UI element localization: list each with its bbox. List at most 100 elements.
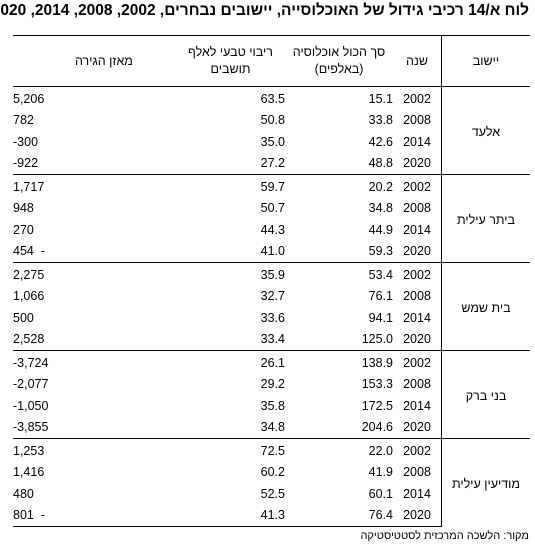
migration-balance-cell: 500 [13, 310, 34, 325]
year-cell: 2014 [393, 306, 442, 329]
header-natural-line2: תושבים [210, 62, 251, 76]
table-row: 2008 76.1 32.7 1,066 [13, 284, 530, 307]
migration-balance-cell: -3,724 [13, 350, 176, 373]
year-cell: 2002 [393, 438, 442, 461]
migration-balance-cell: 1,717 [13, 174, 176, 197]
year-cell: 2020 [393, 152, 442, 175]
population-cell: 76.1 [368, 288, 393, 303]
settlement-name: ביתר עילית [441, 174, 530, 263]
year-cell: 2002 [393, 174, 442, 197]
natural-growth-cell: 35.9 [176, 262, 285, 285]
year-cell: 2002 [393, 262, 442, 285]
population-cell: 41.9 [368, 464, 393, 479]
table-row: 2020 76.4 41.3 801 - [13, 504, 530, 527]
migration-balance-cell: 454 - [13, 244, 45, 259]
natural-growth-cell: 63.5 [260, 91, 285, 106]
migration-balance-cell: 1,066 [13, 288, 45, 303]
table-body: אלעד 2002 15.1 63.5 5,206 2008 33.8 50.8 782 2014… [13, 86, 530, 527]
natural-growth-cell: 32.7 [260, 288, 285, 303]
year-cell: 2020 [393, 416, 442, 439]
population-cell: 125.0 [361, 332, 393, 347]
year-cell: 2008 [393, 108, 442, 131]
table-row: 2014 60.1 52.5 480 [13, 482, 530, 505]
header-population-line2: (באלפים) [314, 62, 364, 76]
natural-growth-cell: 26.1 [176, 350, 285, 373]
population-cell: 94.1 [368, 310, 393, 325]
table-row: אלעד 2002 15.1 63.5 5,206 [13, 86, 530, 139]
header-population: סך הכול אוכלוסיה (באלפים) [285, 35, 393, 87]
population-cell: 48.8 [368, 156, 393, 171]
year-cell: 2020 [393, 328, 442, 351]
natural-growth-cell: 27.2 [260, 156, 285, 171]
natural-growth-cell: 29.2 [260, 376, 285, 391]
migration-balance-cell: -1,050 [13, 398, 49, 413]
natural-growth-cell: 59.7 [176, 174, 285, 197]
header-settlement: יישוב [441, 35, 530, 87]
year-cell: 2008 [393, 372, 442, 395]
year-cell: 2014 [393, 218, 442, 241]
population-cell: 76.4 [285, 504, 393, 527]
table-row: ביתר עילית 2002 20.2 59.7 1,717 [13, 174, 530, 263]
natural-growth-cell: 33.4 [260, 332, 285, 347]
table-row: 2014 94.1 33.6 500 [13, 306, 530, 329]
population-cell: 153.3 [361, 376, 393, 391]
natural-growth-cell: 34.8 [260, 420, 285, 435]
data-table: יישוב שנה סך הכול אוכלוסיה (באלפים) ריבו… [13, 35, 530, 527]
year-cell: 2008 [393, 196, 442, 219]
table-row: 2014 44.9 44.3 270 [13, 218, 530, 241]
migration-balance-cell: -922 [13, 156, 39, 171]
settlement-name: אלעד [471, 124, 501, 139]
population-cell: 172.5 [361, 398, 393, 413]
population-cell: 204.6 [361, 420, 393, 435]
migration-balance-cell: 2,528 [13, 332, 45, 347]
migration-balance-cell: 2,275 [13, 262, 176, 285]
migration-balance-cell: 1,253 [13, 438, 176, 461]
natural-growth-cell: 41.0 [260, 244, 285, 259]
natural-growth-cell: 50.8 [260, 112, 285, 127]
source-note: מקור: הלשכה המרכזית לסטטיסטיקה [360, 530, 529, 542]
table-row: 2020 59.3 41.0 454 - [13, 240, 530, 263]
settlement-name: בני ברק [441, 350, 530, 439]
population-cell: 60.1 [368, 486, 393, 501]
year-cell: 2008 [393, 284, 442, 307]
table-title: לוח א/14 רכיבי גידול של האוכלוסייה, יישו… [0, 2, 529, 19]
population-cell: 42.6 [368, 134, 393, 149]
migration-balance-cell: -2,077 [13, 376, 49, 391]
header-population-line1: סך הכול אוכלוסיה [292, 45, 386, 59]
migration-balance-cell: 782 [13, 112, 34, 127]
table-row: 2014 172.5 35.8 -1,050 [13, 394, 530, 417]
table-row: בני ברק 2002 138.9 26.1 -3,724 [13, 350, 530, 439]
migration-balance-cell: 948 [13, 200, 34, 215]
year-cell: 2008 [393, 460, 442, 483]
population-cell: 53.4 [285, 262, 393, 285]
natural-growth-cell: 41.3 [176, 504, 285, 527]
migration-balance-cell: 801 - [13, 504, 176, 527]
settlement-name: בית שמש [441, 262, 530, 351]
table-row: 2008 41.9 60.2 1,416 [13, 460, 530, 483]
population-cell: 34.8 [368, 200, 393, 215]
migration-balance-cell: -300 [13, 134, 39, 149]
header-row: יישוב שנה סך הכול אוכלוסיה (באלפים) ריבו… [13, 35, 530, 87]
migration-balance-cell: 5,206 [13, 91, 45, 106]
table-row: 2008 153.3 29.2 -2,077 [13, 372, 530, 395]
year-cell: 2002 [393, 86, 442, 109]
header-migration-balance: מאזן הגירה [13, 35, 176, 87]
population-cell: 20.2 [285, 174, 393, 197]
natural-growth-cell: 72.5 [176, 438, 285, 461]
natural-growth-cell: 35.8 [260, 398, 285, 413]
table-row: 2014 42.6 35.0 -300 [13, 130, 530, 153]
table-row: 2020 48.8 27.2 -922 [13, 152, 530, 175]
natural-growth-cell: 44.3 [260, 222, 285, 237]
year-cell: 2014 [393, 130, 442, 153]
table-row: 2008 33.8 50.8 782 [13, 108, 530, 131]
natural-growth-cell: 52.5 [260, 486, 285, 501]
migration-balance-cell: 1,416 [13, 464, 45, 479]
header-year: שנה [393, 35, 442, 87]
header-natural-growth: ריבוי טבעי לאלף תושבים [176, 35, 285, 87]
year-cell: 2002 [393, 350, 442, 373]
population-cell: 59.3 [368, 244, 393, 259]
population-cell: 22.0 [285, 438, 393, 461]
table-row: 2020 204.6 34.8 -3,855 [13, 416, 530, 439]
table-row: 2008 34.8 50.7 948 [13, 196, 530, 219]
population-cell: 33.8 [368, 112, 393, 127]
